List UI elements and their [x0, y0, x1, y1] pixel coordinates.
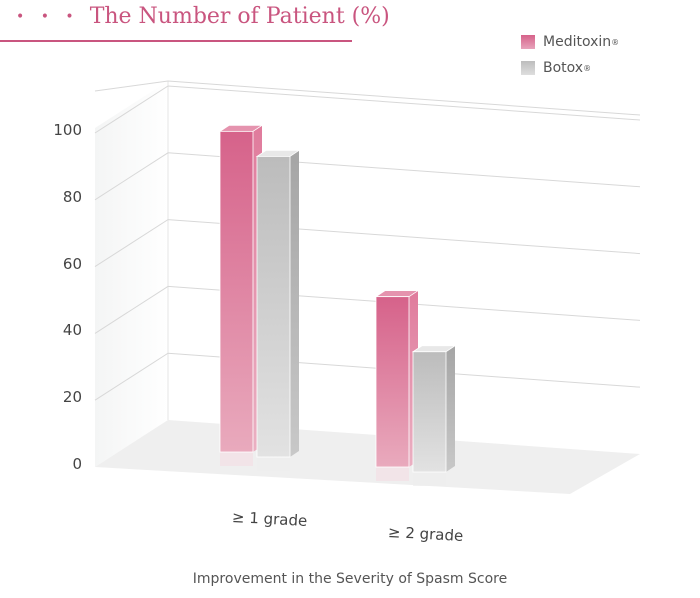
bar-side-botox — [290, 150, 299, 457]
bar-reflection — [413, 472, 446, 486]
y-tick-label: 80 — [62, 187, 82, 206]
bar-reflection — [376, 467, 409, 481]
gridline — [94, 152, 641, 201]
legend-swatch — [521, 35, 535, 49]
bar-meditoxin — [375, 296, 410, 468]
legend-item-botox: Botox ® — [521, 60, 591, 76]
floor — [95, 420, 640, 494]
y-tick-label: 40 — [62, 321, 82, 340]
legend-swatch — [521, 61, 535, 75]
x-tick-label: ≥ 2 grade — [387, 523, 464, 545]
title-underline — [0, 40, 352, 42]
bar-reflection — [257, 457, 290, 471]
bar-meditoxin — [219, 130, 254, 453]
x-tick-label: ≥ 1 grade — [231, 508, 308, 530]
registered-mark: ® — [611, 37, 620, 47]
bar-botox — [412, 351, 447, 473]
chart-title-text: The Number of Patient (%) — [89, 4, 390, 29]
bar-side-botox — [446, 345, 455, 472]
y-tick-label: 100 — [53, 121, 82, 139]
chart-title: • • • The Number of Patient (%) — [16, 4, 390, 29]
legend-label: Meditoxin — [543, 34, 612, 50]
legend-item-meditoxin: Meditoxin ® — [521, 34, 619, 50]
x-axis-title: Improvement in the Severity of Spasm Sco… — [192, 571, 508, 587]
gridline — [94, 219, 641, 268]
y-tick-label: 20 — [62, 388, 82, 407]
y-tick-label: 60 — [62, 254, 82, 273]
gridline — [94, 352, 641, 401]
side-wall — [95, 81, 168, 467]
legend-label: Botox — [543, 60, 584, 76]
gridline-top — [94, 80, 641, 116]
gridline — [94, 285, 641, 334]
bar-reflection — [220, 452, 253, 466]
bar-botox — [256, 155, 291, 458]
y-tick-label: 0 — [72, 455, 82, 473]
registered-mark: ® — [583, 63, 592, 73]
title-dots: • • • — [16, 9, 80, 25]
gridline — [94, 85, 641, 134]
